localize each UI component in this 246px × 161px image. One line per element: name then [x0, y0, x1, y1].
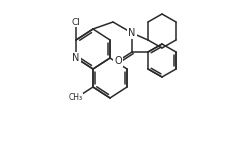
Text: N: N: [128, 28, 136, 38]
Text: CH₃: CH₃: [69, 94, 83, 103]
Text: Cl: Cl: [72, 18, 80, 27]
Text: O: O: [114, 56, 122, 66]
Text: N: N: [72, 53, 80, 63]
